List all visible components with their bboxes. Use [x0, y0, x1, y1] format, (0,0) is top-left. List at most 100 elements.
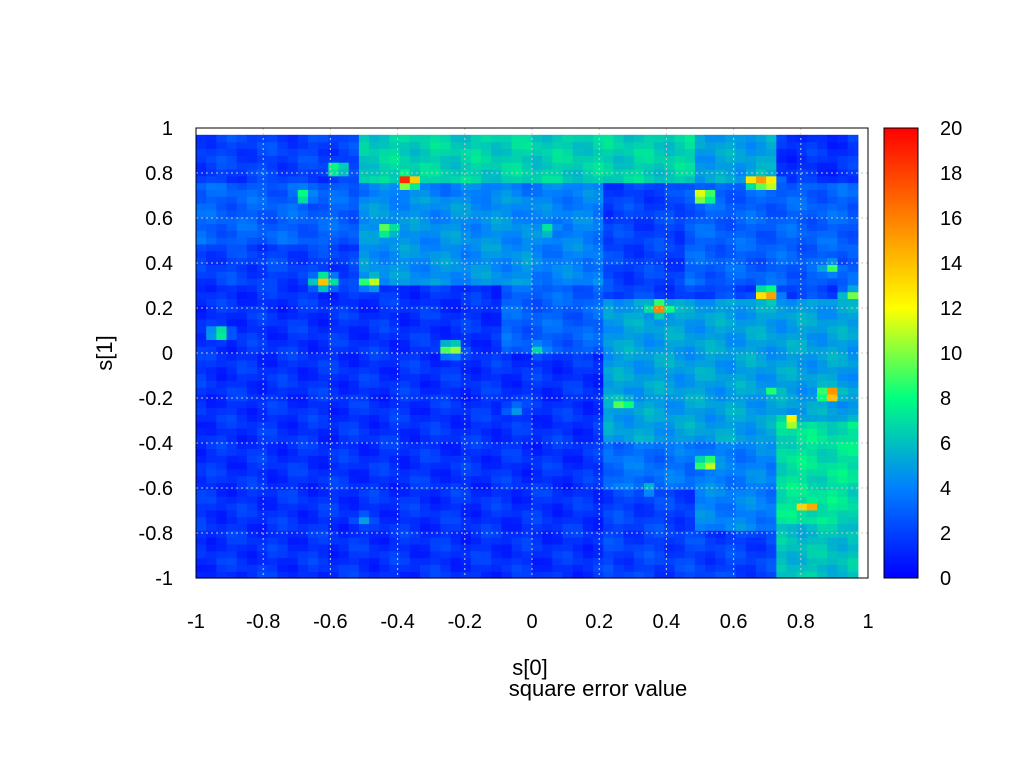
heatmap-cell [847, 407, 859, 415]
heatmap-cell [806, 298, 818, 306]
heatmap-cell [725, 537, 737, 545]
heatmap-cell [684, 462, 696, 470]
heatmap-cell [369, 325, 380, 334]
heatmap-cell [582, 537, 594, 545]
heatmap-cell [318, 564, 329, 572]
heatmap-cell [409, 278, 421, 286]
heatmap-cell [409, 571, 421, 579]
heatmap-cell [674, 462, 686, 470]
heatmap-cell [684, 543, 696, 552]
heatmap-cell [216, 421, 228, 429]
heatmap-cell [674, 305, 686, 313]
heatmap-cell [756, 441, 767, 450]
heatmap-cell [440, 216, 452, 225]
heatmap-cell [694, 216, 706, 225]
heatmap-cell [511, 434, 523, 443]
heatmap-cell [664, 278, 676, 286]
heatmap-cell [328, 134, 340, 143]
heatmap-cell [603, 312, 615, 320]
heatmap-cell [501, 209, 513, 218]
heatmap-cell [277, 223, 289, 231]
heatmap-cell [450, 312, 462, 320]
heatmap-cell [196, 332, 207, 340]
heatmap-cell [725, 339, 737, 347]
heatmap-cell [633, 462, 645, 470]
heatmap-cell [399, 291, 411, 300]
heatmap-cell [481, 359, 492, 368]
heatmap-cell [470, 332, 482, 340]
heatmap-cell [715, 318, 727, 327]
heatmap-cell [287, 441, 299, 450]
heatmap-cell [613, 475, 625, 484]
heatmap-cell [430, 434, 441, 443]
heatmap-cell [511, 243, 523, 252]
heatmap-cell [246, 203, 258, 211]
heatmap-cell [369, 359, 380, 368]
heatmap-cell [806, 237, 818, 245]
heatmap-cell [796, 523, 808, 531]
heatmap-cell [501, 557, 513, 565]
heatmap-cell [389, 441, 401, 450]
heatmap-cell [694, 441, 706, 450]
heatmap-cell [348, 543, 360, 552]
heatmap-cell [745, 250, 757, 259]
heatmap-cell [246, 400, 258, 409]
heatmap-cell [328, 509, 340, 518]
heatmap-cell [745, 243, 757, 252]
heatmap-cell [409, 380, 421, 388]
heatmap-cell [776, 209, 788, 218]
heatmap-cell [308, 543, 319, 552]
heatmap-cell [287, 516, 299, 525]
heatmap-cell [786, 284, 798, 293]
heatmap-cell [664, 557, 676, 565]
heatmap-cell [532, 250, 543, 259]
heatmap-cell [552, 332, 564, 340]
heatmap-cell [246, 332, 258, 340]
heatmap-cell [460, 237, 472, 245]
heatmap-cell [246, 543, 258, 552]
heatmap-cell [705, 203, 716, 211]
heatmap-cell [297, 516, 309, 525]
heatmap-cell [236, 196, 248, 204]
heatmap-cell [501, 141, 513, 150]
heatmap-cell [501, 509, 513, 518]
heatmap-cell [715, 312, 727, 320]
heatmap-cell [582, 353, 594, 361]
heatmap-cell [420, 537, 431, 545]
heatmap-cell [470, 359, 482, 368]
heatmap-cell [308, 298, 319, 306]
heatmap-cell [236, 414, 248, 422]
heatmap-cell [450, 564, 462, 572]
heatmap-cell [796, 359, 808, 368]
heatmap-cell [654, 448, 665, 456]
heatmap-cell [440, 564, 452, 572]
heatmap-cell [297, 264, 309, 272]
heatmap-cell [379, 339, 391, 347]
heatmap-cell [786, 243, 798, 252]
heatmap-cell [236, 503, 248, 511]
heatmap-cell [725, 428, 737, 436]
heatmap-cell [318, 516, 329, 525]
heatmap-cell [328, 284, 340, 293]
heatmap-cell [715, 237, 727, 245]
heatmap-cell [521, 141, 533, 150]
heatmap-cell [491, 455, 503, 463]
heatmap-cell [216, 530, 228, 538]
heatmap-cell [379, 523, 391, 531]
heatmap-cell [664, 393, 676, 402]
heatmap-cell [715, 496, 727, 504]
heatmap-cell [796, 271, 808, 279]
heatmap-cell [786, 400, 798, 409]
heatmap-cell [664, 448, 676, 456]
heatmap-cell [786, 482, 798, 490]
heatmap-cell [827, 455, 839, 463]
heatmap-cell [694, 223, 706, 231]
heatmap-cell [603, 346, 615, 354]
heatmap-cell [745, 182, 757, 190]
heatmap-cell [664, 516, 676, 525]
heatmap-cell [603, 223, 615, 231]
heatmap-cell [715, 509, 727, 518]
heatmap-cell [623, 250, 635, 259]
heatmap-cell [705, 257, 716, 265]
heatmap-cell [196, 414, 207, 422]
